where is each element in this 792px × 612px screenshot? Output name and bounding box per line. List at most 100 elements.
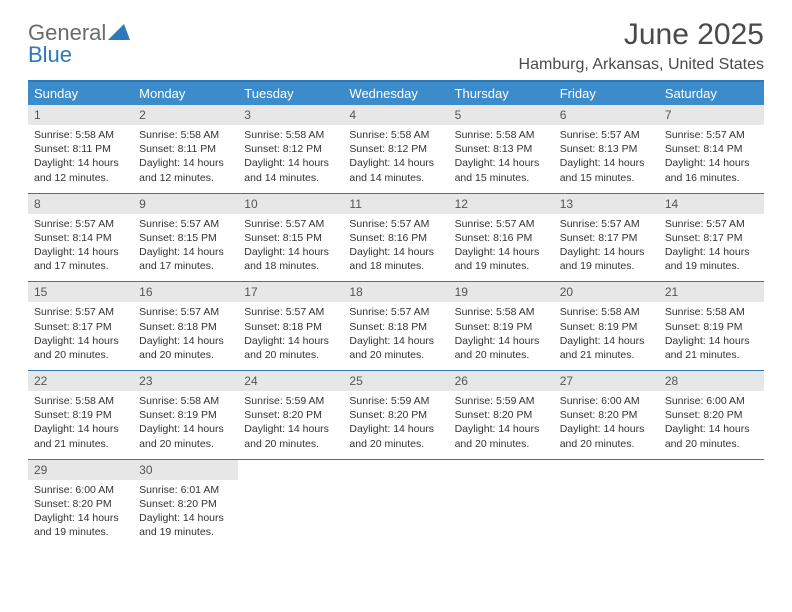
day-number: 7 [659, 105, 764, 125]
calendar-row: 29Sunrise: 6:00 AMSunset: 8:20 PMDayligh… [28, 459, 764, 547]
calendar-cell: 25Sunrise: 5:59 AMSunset: 8:20 PMDayligh… [343, 371, 448, 460]
logo-word2: Blue [28, 42, 72, 67]
weekday-header: Monday [133, 81, 238, 105]
day-details: Sunrise: 6:01 AMSunset: 8:20 PMDaylight:… [133, 480, 238, 548]
calendar-cell: 15Sunrise: 5:57 AMSunset: 8:17 PMDayligh… [28, 282, 133, 371]
logo: General Blue [28, 22, 130, 66]
day-number: 14 [659, 194, 764, 214]
day-number: 11 [343, 194, 448, 214]
sail-icon [108, 22, 130, 44]
weekday-header: Friday [554, 81, 659, 105]
calendar-table: Sunday Monday Tuesday Wednesday Thursday… [28, 80, 764, 547]
day-details: Sunrise: 5:59 AMSunset: 8:20 PMDaylight:… [449, 391, 554, 459]
day-number: 23 [133, 371, 238, 391]
calendar-cell: 13Sunrise: 5:57 AMSunset: 8:17 PMDayligh… [554, 193, 659, 282]
calendar-cell: 10Sunrise: 5:57 AMSunset: 8:15 PMDayligh… [238, 193, 343, 282]
calendar-header-row: Sunday Monday Tuesday Wednesday Thursday… [28, 81, 764, 105]
calendar-cell [659, 459, 764, 547]
calendar-cell [554, 459, 659, 547]
day-number: 21 [659, 282, 764, 302]
calendar-cell: 19Sunrise: 5:58 AMSunset: 8:19 PMDayligh… [449, 282, 554, 371]
day-number: 18 [343, 282, 448, 302]
calendar-cell: 18Sunrise: 5:57 AMSunset: 8:18 PMDayligh… [343, 282, 448, 371]
day-number: 12 [449, 194, 554, 214]
day-details: Sunrise: 5:57 AMSunset: 8:15 PMDaylight:… [238, 214, 343, 282]
calendar-cell: 8Sunrise: 5:57 AMSunset: 8:14 PMDaylight… [28, 193, 133, 282]
day-number: 22 [28, 371, 133, 391]
day-number: 8 [28, 194, 133, 214]
day-details: Sunrise: 5:58 AMSunset: 8:19 PMDaylight:… [449, 302, 554, 370]
day-number: 5 [449, 105, 554, 125]
day-number: 10 [238, 194, 343, 214]
day-details: Sunrise: 6:00 AMSunset: 8:20 PMDaylight:… [28, 480, 133, 548]
calendar-cell: 29Sunrise: 6:00 AMSunset: 8:20 PMDayligh… [28, 459, 133, 547]
calendar-cell: 16Sunrise: 5:57 AMSunset: 8:18 PMDayligh… [133, 282, 238, 371]
logo-text: General Blue [28, 22, 130, 66]
title-block: June 2025 Hamburg, Arkansas, United Stat… [519, 18, 764, 74]
calendar-cell: 12Sunrise: 5:57 AMSunset: 8:16 PMDayligh… [449, 193, 554, 282]
day-number: 30 [133, 460, 238, 480]
day-details: Sunrise: 5:57 AMSunset: 8:18 PMDaylight:… [133, 302, 238, 370]
day-details: Sunrise: 5:59 AMSunset: 8:20 PMDaylight:… [238, 391, 343, 459]
day-details: Sunrise: 5:57 AMSunset: 8:17 PMDaylight:… [659, 214, 764, 282]
calendar-cell: 17Sunrise: 5:57 AMSunset: 8:18 PMDayligh… [238, 282, 343, 371]
header: General Blue June 2025 Hamburg, Arkansas… [28, 18, 764, 74]
calendar-cell [449, 459, 554, 547]
calendar-cell: 14Sunrise: 5:57 AMSunset: 8:17 PMDayligh… [659, 193, 764, 282]
day-number: 27 [554, 371, 659, 391]
day-number: 9 [133, 194, 238, 214]
calendar-cell: 7Sunrise: 5:57 AMSunset: 8:14 PMDaylight… [659, 105, 764, 193]
weekday-header: Sunday [28, 81, 133, 105]
day-number: 26 [449, 371, 554, 391]
calendar-row: 22Sunrise: 5:58 AMSunset: 8:19 PMDayligh… [28, 371, 764, 460]
calendar-cell [238, 459, 343, 547]
calendar-row: 15Sunrise: 5:57 AMSunset: 8:17 PMDayligh… [28, 282, 764, 371]
calendar-cell: 1Sunrise: 5:58 AMSunset: 8:11 PMDaylight… [28, 105, 133, 193]
day-details: Sunrise: 5:58 AMSunset: 8:19 PMDaylight:… [554, 302, 659, 370]
day-number: 25 [343, 371, 448, 391]
day-number: 29 [28, 460, 133, 480]
day-details: Sunrise: 5:58 AMSunset: 8:19 PMDaylight:… [28, 391, 133, 459]
weekday-header: Wednesday [343, 81, 448, 105]
day-details: Sunrise: 5:57 AMSunset: 8:15 PMDaylight:… [133, 214, 238, 282]
calendar-cell: 9Sunrise: 5:57 AMSunset: 8:15 PMDaylight… [133, 193, 238, 282]
day-details: Sunrise: 5:57 AMSunset: 8:18 PMDaylight:… [238, 302, 343, 370]
day-details: Sunrise: 5:57 AMSunset: 8:13 PMDaylight:… [554, 125, 659, 193]
calendar-row: 1Sunrise: 5:58 AMSunset: 8:11 PMDaylight… [28, 105, 764, 193]
weekday-header: Thursday [449, 81, 554, 105]
day-number: 17 [238, 282, 343, 302]
day-number: 19 [449, 282, 554, 302]
day-details: Sunrise: 5:57 AMSunset: 8:18 PMDaylight:… [343, 302, 448, 370]
calendar-cell: 5Sunrise: 5:58 AMSunset: 8:13 PMDaylight… [449, 105, 554, 193]
day-details: Sunrise: 5:58 AMSunset: 8:12 PMDaylight:… [343, 125, 448, 193]
calendar-cell: 4Sunrise: 5:58 AMSunset: 8:12 PMDaylight… [343, 105, 448, 193]
calendar-cell: 24Sunrise: 5:59 AMSunset: 8:20 PMDayligh… [238, 371, 343, 460]
day-number: 24 [238, 371, 343, 391]
day-details: Sunrise: 5:57 AMSunset: 8:14 PMDaylight:… [28, 214, 133, 282]
day-details: Sunrise: 6:00 AMSunset: 8:20 PMDaylight:… [659, 391, 764, 459]
day-details: Sunrise: 6:00 AMSunset: 8:20 PMDaylight:… [554, 391, 659, 459]
day-details: Sunrise: 5:58 AMSunset: 8:13 PMDaylight:… [449, 125, 554, 193]
calendar-cell: 26Sunrise: 5:59 AMSunset: 8:20 PMDayligh… [449, 371, 554, 460]
calendar-cell: 6Sunrise: 5:57 AMSunset: 8:13 PMDaylight… [554, 105, 659, 193]
calendar-cell: 20Sunrise: 5:58 AMSunset: 8:19 PMDayligh… [554, 282, 659, 371]
location-text: Hamburg, Arkansas, United States [519, 56, 764, 74]
day-details: Sunrise: 5:58 AMSunset: 8:19 PMDaylight:… [133, 391, 238, 459]
day-details: Sunrise: 5:59 AMSunset: 8:20 PMDaylight:… [343, 391, 448, 459]
month-title: June 2025 [519, 18, 764, 52]
day-number: 28 [659, 371, 764, 391]
day-details: Sunrise: 5:58 AMSunset: 8:19 PMDaylight:… [659, 302, 764, 370]
day-details: Sunrise: 5:57 AMSunset: 8:17 PMDaylight:… [554, 214, 659, 282]
calendar-cell: 27Sunrise: 6:00 AMSunset: 8:20 PMDayligh… [554, 371, 659, 460]
calendar-body: 1Sunrise: 5:58 AMSunset: 8:11 PMDaylight… [28, 105, 764, 547]
day-number: 20 [554, 282, 659, 302]
day-details: Sunrise: 5:57 AMSunset: 8:17 PMDaylight:… [28, 302, 133, 370]
calendar-cell: 11Sunrise: 5:57 AMSunset: 8:16 PMDayligh… [343, 193, 448, 282]
weekday-header: Tuesday [238, 81, 343, 105]
day-number: 2 [133, 105, 238, 125]
day-details: Sunrise: 5:58 AMSunset: 8:12 PMDaylight:… [238, 125, 343, 193]
day-number: 3 [238, 105, 343, 125]
calendar-cell: 2Sunrise: 5:58 AMSunset: 8:11 PMDaylight… [133, 105, 238, 193]
calendar-cell [343, 459, 448, 547]
calendar-row: 8Sunrise: 5:57 AMSunset: 8:14 PMDaylight… [28, 193, 764, 282]
